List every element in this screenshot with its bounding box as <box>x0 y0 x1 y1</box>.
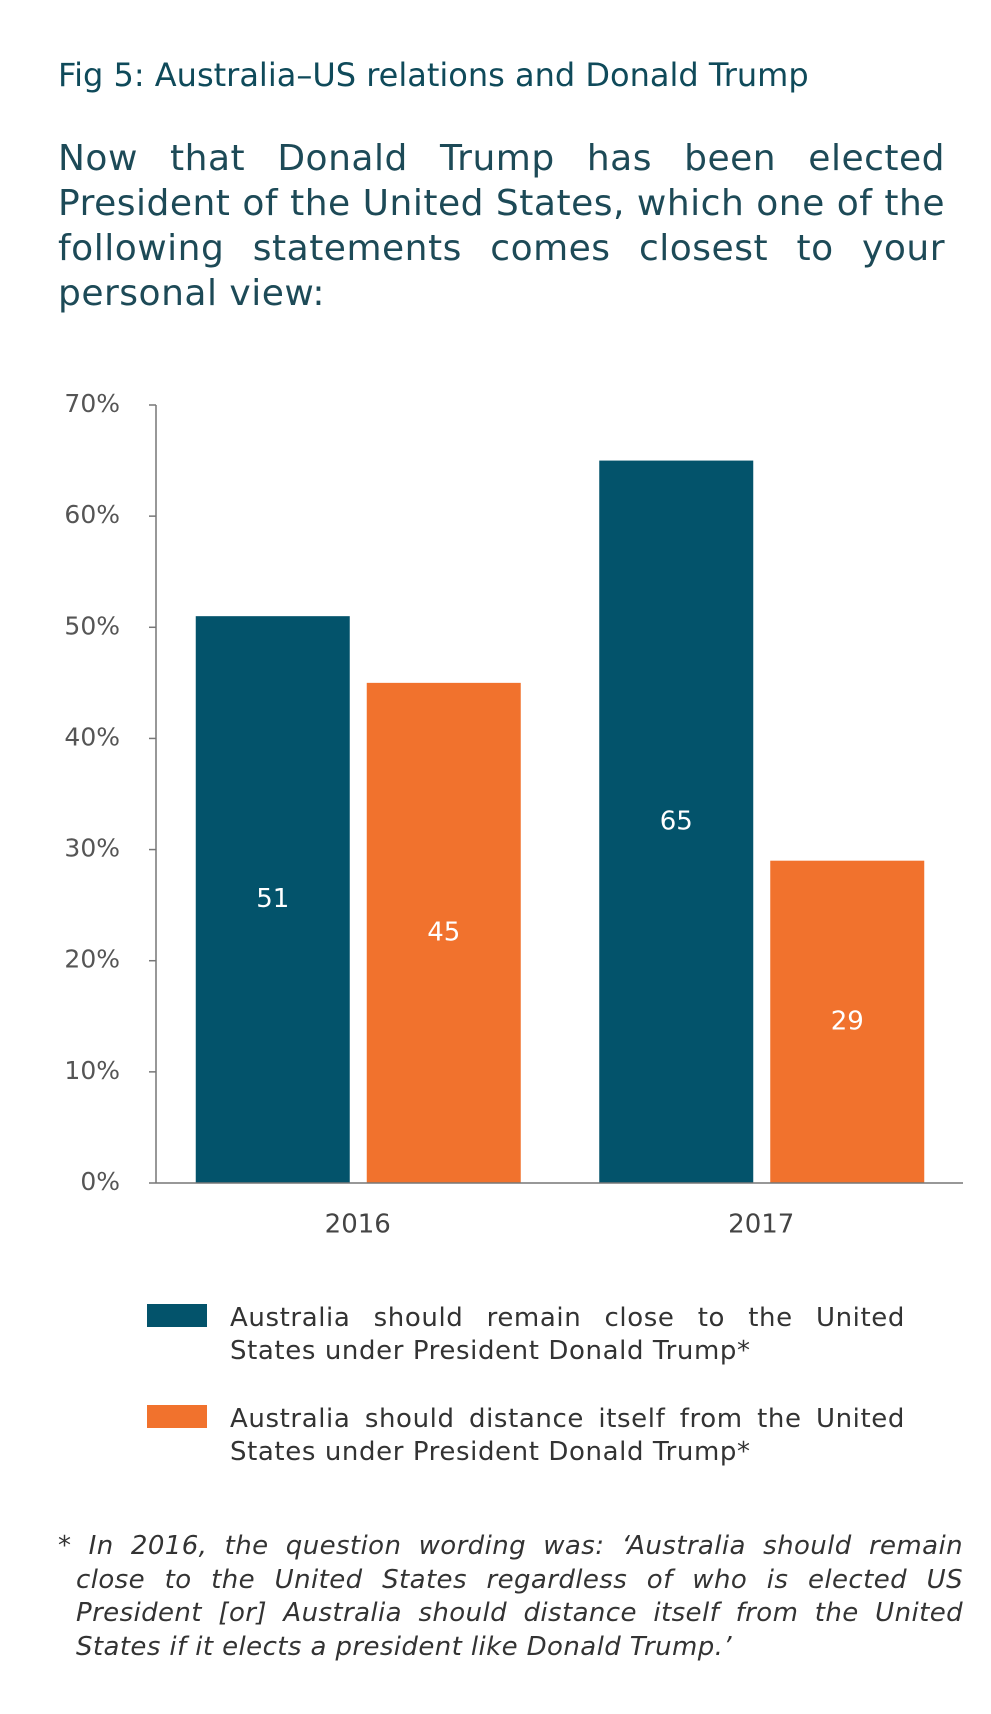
chart-title: Fig 5: Australia–US relations and Donald… <box>58 56 809 94</box>
data-label: 45 <box>427 917 460 947</box>
y-tick-label: 50% <box>64 611 120 640</box>
legend-swatch <box>147 1304 207 1327</box>
data-label: 51 <box>256 884 289 914</box>
x-tick-label: 2017 <box>728 1210 794 1240</box>
legend-label: Australia should distance itself from th… <box>230 1404 905 1467</box>
y-tick-label: 40% <box>64 722 120 751</box>
y-tick-label: 20% <box>64 945 120 974</box>
x-tick-label: 2016 <box>325 1210 391 1240</box>
chart: 0% 10% 20% 30% 40% 50% 60% 70% 2016 51 45 2017 65 29 <box>64 389 963 1240</box>
legend-label: Australia should remain close to the Uni… <box>230 1303 905 1366</box>
footnote: * In 2016, the question wording was: ‘Au… <box>58 1531 963 1662</box>
y-tick-label: 60% <box>64 500 120 529</box>
y-tick-label: 10% <box>64 1056 120 1085</box>
bar <box>599 460 754 1184</box>
y-tick-label: 70% <box>64 389 120 418</box>
y-tick-label: 30% <box>64 834 120 863</box>
data-label: 29 <box>831 1006 864 1036</box>
legend-item: Australia should distance itself from th… <box>147 1403 907 1473</box>
y-tick-label: 0% <box>80 1167 120 1196</box>
bar <box>195 616 350 1183</box>
chart-subtitle: Now that Donald Trump has been elected P… <box>58 138 945 314</box>
legend-swatch <box>147 1405 207 1428</box>
data-label: 65 <box>660 806 693 836</box>
bar <box>366 682 521 1183</box>
bar <box>770 860 925 1183</box>
legend-item: Australia should remain close to the Uni… <box>147 1302 907 1372</box>
